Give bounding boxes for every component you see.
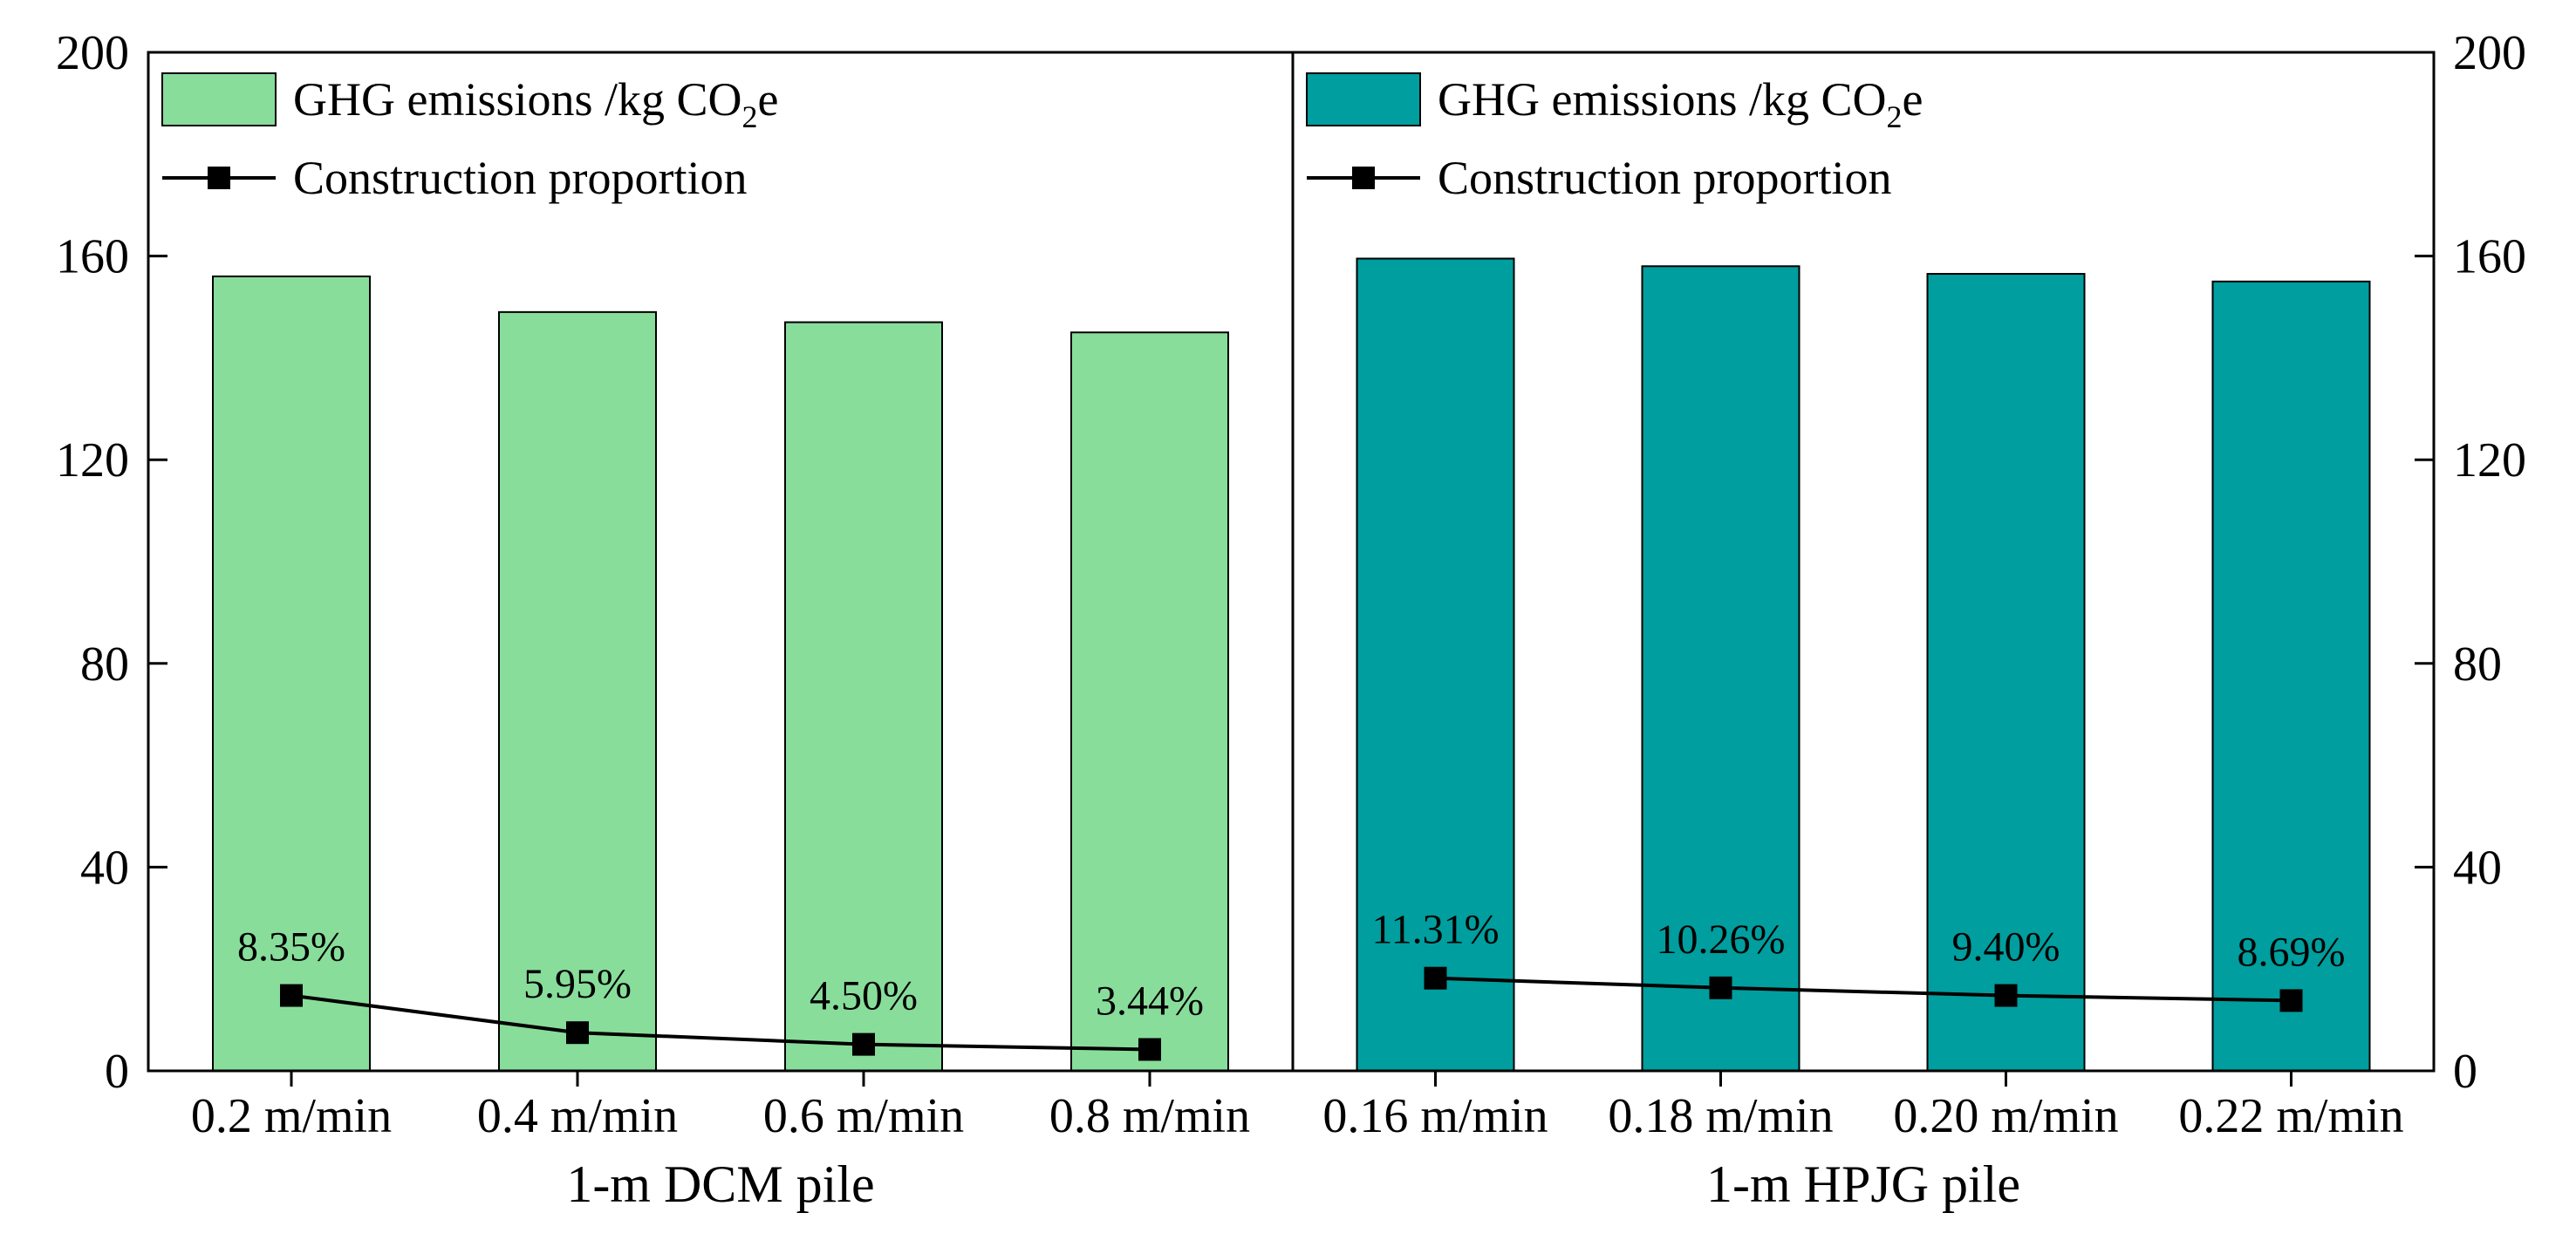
proportion-marker — [1994, 984, 2018, 1007]
bar — [1070, 331, 1229, 1072]
plot-frame — [147, 51, 2436, 1073]
y-tick-label-right: 40 — [2453, 841, 2502, 895]
y-tick-label-left: 40 — [80, 841, 129, 895]
proportion-marker — [1138, 1038, 1161, 1061]
proportion-marker — [280, 984, 303, 1007]
y-tick-label-left: 200 — [56, 26, 129, 80]
proportion-marker — [1424, 966, 1447, 990]
bar — [784, 321, 943, 1072]
data-label: 5.95% — [523, 961, 632, 1007]
category-label: 0.20 m/min — [1893, 1089, 2118, 1143]
group-label: 1-m DCM pile — [566, 1155, 874, 1213]
bar — [1356, 257, 1515, 1072]
legend-label-bar: GHG emissions /kg CO2e — [1438, 73, 1923, 134]
data-label: 11.31% — [1371, 907, 1499, 953]
proportion-marker — [566, 1021, 589, 1045]
proportion-marker — [1709, 976, 1732, 999]
y-tick-label-left: 160 — [56, 230, 129, 284]
proportion-marker — [852, 1032, 875, 1056]
legend-marker — [208, 167, 230, 189]
data-label: 3.44% — [1096, 978, 1204, 1024]
category-label: 0.18 m/min — [1608, 1089, 1833, 1143]
bar — [212, 275, 371, 1072]
y-tick-label-right: 80 — [2453, 637, 2502, 692]
data-label: 4.50% — [810, 973, 918, 1019]
group-label: 1-m HPJG pile — [1706, 1155, 2020, 1213]
y-tick-label-right: 200 — [2453, 26, 2526, 80]
category-label: 0.16 m/min — [1322, 1089, 1548, 1143]
y-tick-label-left: 80 — [80, 637, 129, 692]
legend-label-bar: GHG emissions /kg CO2e — [293, 73, 779, 134]
bar — [498, 310, 657, 1072]
category-label: 0.8 m/min — [1049, 1089, 1250, 1143]
data-label: 8.35% — [237, 924, 345, 971]
category-label: 0.2 m/min — [191, 1089, 392, 1143]
data-label: 10.26% — [1657, 917, 1786, 963]
legend-swatch-bar — [161, 72, 277, 126]
proportion-marker — [2279, 989, 2303, 1012]
category-label: 0.6 m/min — [763, 1089, 964, 1143]
y-tick-label-right: 160 — [2453, 230, 2526, 284]
bar — [2211, 280, 2371, 1072]
data-label: 8.69% — [2238, 929, 2346, 975]
data-label: 9.40% — [1952, 924, 2060, 971]
y-tick-label-right: 0 — [2453, 1045, 2477, 1099]
legend-swatch-bar — [1306, 72, 1421, 126]
legend-label-line: Construction proportion — [1438, 152, 1891, 204]
legend-marker — [1352, 167, 1375, 189]
y-tick-label-left: 120 — [56, 433, 129, 487]
category-label: 0.22 m/min — [2178, 1089, 2403, 1143]
category-label: 0.4 m/min — [477, 1089, 678, 1143]
y-tick-label-right: 120 — [2453, 433, 2526, 487]
proportion-line — [290, 993, 1151, 1052]
legend-label-line: Construction proportion — [293, 152, 747, 204]
bar — [1641, 265, 1800, 1072]
y-tick-label-left: 0 — [105, 1045, 129, 1099]
bar — [1926, 273, 2086, 1073]
proportion-line — [1435, 976, 2292, 1003]
